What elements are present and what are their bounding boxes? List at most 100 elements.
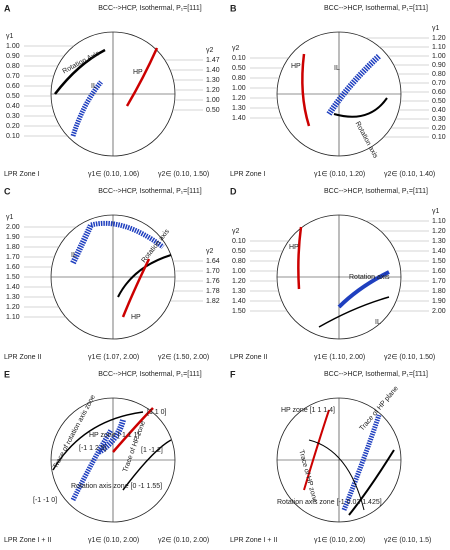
scale-value: 1.70 <box>206 268 220 275</box>
scale-value: 0.10 <box>432 134 446 141</box>
annotation: Rotation axis <box>349 274 390 281</box>
scale-value: 1.50 <box>432 258 446 265</box>
curve <box>333 97 388 118</box>
zone-label: LPR Zone II <box>4 354 41 361</box>
annotation: HP <box>131 314 141 321</box>
scale-value: 1.40 <box>232 115 246 122</box>
panel-title: BCC-->HCP, Isothermal, P₁=[1̄11] <box>324 5 428 12</box>
scale-value: 0.80 <box>232 258 246 265</box>
scale-name: γ1 <box>432 25 440 32</box>
scale-value: 0.50 <box>432 98 446 105</box>
gamma2-range: γ2∈ (0.10, 2.00) <box>158 537 209 544</box>
scale-value: 1.20 <box>432 228 446 235</box>
zone-label: LPR Zone II <box>230 354 267 361</box>
annotation: Trace of HP plane <box>359 385 400 433</box>
annotation: Rotation axis <box>354 121 379 160</box>
scale-value: 1.64 <box>206 258 220 265</box>
gamma1-range: γ1∈ (0.10, 1.20) <box>314 171 365 178</box>
panel: F BCC-->HCP, Isothermal, P₁=[1̄11] HP zone… <box>230 369 431 543</box>
scale-value: 0.50 <box>232 65 246 72</box>
scale-value: 0.90 <box>432 62 446 69</box>
annotation: Rotation axis zone [-1 0.02 1.425] <box>277 499 382 506</box>
scale-value: 1.90 <box>432 298 446 305</box>
annotation: [-1 1 2.5] <box>79 445 107 452</box>
scale-value: 0.10 <box>6 133 20 140</box>
curve <box>297 226 303 290</box>
scale-value: 0.40 <box>6 103 20 110</box>
gamma2-range: γ2∈ (0.10, 1.50) <box>158 171 209 178</box>
panel-label: D <box>230 186 237 196</box>
annotation: [1 -1 2] <box>141 447 163 454</box>
scale-value: 0.40 <box>432 107 446 114</box>
scale-value: 1.20 <box>206 87 220 94</box>
scale-value: 1.10 <box>432 44 446 51</box>
scale-value: 0.50 <box>6 93 20 100</box>
scale-value: 1.00 <box>6 43 20 50</box>
panel: D BCC-->HCP, Isothermal, P₁=[1̄11] γ2 0.10 0… <box>230 186 446 360</box>
scale-value: 0.80 <box>432 71 446 78</box>
scale-value: 0.50 <box>232 248 246 255</box>
curve <box>122 439 172 491</box>
gamma1-range: γ1∈ (0.10, 2.00) <box>88 537 139 544</box>
annotation: [1 1 0] <box>147 409 167 416</box>
scale-value: 1.20 <box>6 304 20 311</box>
scale-value: 1.00 <box>432 53 446 60</box>
scale-value: 1.30 <box>206 77 220 84</box>
scale-value: 1.20 <box>232 95 246 102</box>
panel-label: B <box>230 3 237 13</box>
panel: B BCC-->HCP, Isothermal, P₁=[1̄11] γ2 0.10 0… <box>230 3 446 177</box>
scale-value: 1.60 <box>6 264 20 271</box>
scale-value: 1.40 <box>432 248 446 255</box>
curve <box>70 223 94 265</box>
scale-name: γ2 <box>206 47 214 54</box>
gamma1-range: γ1∈ (1.10, 2.00) <box>314 354 365 361</box>
annotation: HP <box>289 244 299 251</box>
scale-value: 0.80 <box>6 63 20 70</box>
scale-value: 1.80 <box>432 288 446 295</box>
annotation: Rotation Axis <box>62 50 102 76</box>
scale-value: 1.50 <box>232 308 246 315</box>
scale-value: 1.00 <box>232 85 246 92</box>
scale-value: 1.60 <box>432 268 446 275</box>
scale-value: 1.30 <box>232 105 246 112</box>
annotation: [-1 -1 0] <box>33 497 57 504</box>
curve <box>308 439 365 511</box>
gamma1-range: γ1∈ (1.07, 2.00) <box>88 354 139 361</box>
curve <box>348 449 395 516</box>
scale-name: γ2 <box>232 228 240 235</box>
scale-name: γ1 <box>6 33 14 40</box>
curve <box>303 409 330 491</box>
scale-value: 1.76 <box>206 278 220 285</box>
scale-value: 1.10 <box>432 218 446 225</box>
panel: E BCC-->HCP, Isothermal, P₁=[111] [1 1 0] H… <box>4 369 209 543</box>
curve <box>70 80 103 137</box>
curve <box>337 270 390 309</box>
scale-value: 1.00 <box>206 97 220 104</box>
annotation: Rotation axis zone [0 -1 1.55] <box>71 483 162 490</box>
panel-title: BCC-->HCP, Isothermal, P₁=[111] <box>98 371 202 378</box>
annotation: IL <box>71 252 77 259</box>
scale-value: 0.30 <box>6 113 20 120</box>
scale-value: 1.00 <box>232 268 246 275</box>
scale-value: 1.50 <box>6 274 20 281</box>
scale-value: 1.30 <box>432 238 446 245</box>
curve <box>318 296 390 328</box>
scale-value: 1.47 <box>206 57 220 64</box>
panel-title: BCC-->HCP, Isothermal, P₁=[111] <box>98 5 202 12</box>
scale-value: 1.20 <box>432 35 446 42</box>
scale-value: 1.30 <box>6 294 20 301</box>
panel-title: BCC-->HCP, Isothermal, P₁=[111] <box>98 188 202 195</box>
curve <box>112 407 154 453</box>
curve <box>97 419 126 455</box>
scale-value: 1.40 <box>232 298 246 305</box>
gamma2-range: γ2∈ (1.50, 2.00) <box>158 354 209 361</box>
scale-value: 0.30 <box>432 116 446 123</box>
panel-label: F <box>230 369 236 379</box>
panel-title: BCC-->HCP, Isothermal, P₁=[1̄11] <box>324 371 428 378</box>
scale-value: 1.40 <box>206 67 220 74</box>
curve <box>54 48 106 95</box>
panel-label: A <box>4 3 11 13</box>
annotation: HP zone [-1 1 1] <box>89 432 140 439</box>
curve <box>121 258 151 318</box>
